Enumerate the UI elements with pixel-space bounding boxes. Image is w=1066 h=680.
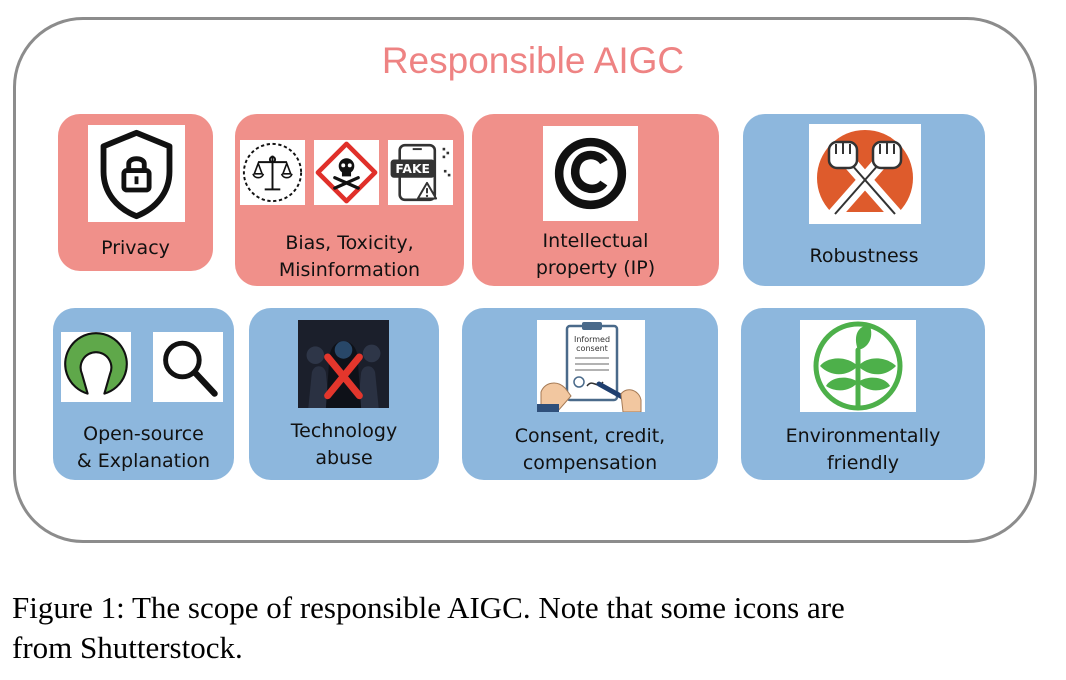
card-consent-credit-compensation: Informed consent Consent, credit, compen… [462,308,718,480]
hacker-abuse-icon [298,320,389,408]
fake-label: FAKE [395,162,430,176]
caption-line: from Shutterstock. [12,630,243,665]
card-bias-toxicity-misinformation: FAKE Bias, Toxicity, Misinformation [235,114,464,286]
card-privacy: Privacy [58,114,213,271]
card-label: Technology abuse [290,420,398,469]
diagram-title: Responsible AIGC [381,40,685,81]
card-label: Environmentally friendly [785,425,941,474]
consent-doc-text-1: Informed [574,335,610,344]
card-technology-abuse: Technology abuse [249,308,439,480]
justice-scale-icon [240,140,305,205]
crossed-fists-icon [809,124,921,224]
plant-sprout-icon [800,320,916,412]
copyright-icon [543,126,638,221]
card-label: Consent, credit, compensation [514,425,666,474]
open-source-icon [61,332,131,402]
fake-news-phone-icon: FAKE [388,140,453,205]
card-robustness: Robustness [743,114,985,286]
card-label: Intellectual property (IP) [535,230,656,279]
consent-doc-text-2: consent [576,344,608,353]
informed-consent-document-icon: Informed consent [537,320,645,412]
card-label: Bias, Toxicity, Misinformation [278,232,421,281]
card-environmentally-friendly: Environmentally friendly [741,308,985,480]
magnifier-icon [153,332,223,402]
toxic-hazard-icon [314,140,379,205]
card-intellectual-property: Intellectual property (IP) [472,114,719,286]
card-label: Robustness [809,245,919,267]
shield-lock-icon [88,125,185,222]
card-label: Open-source & Explanation [76,423,211,472]
card-open-source-explanation: Open-source & Explanation [53,308,234,480]
card-label: Privacy [101,237,170,259]
caption-line: Figure 1: The scope of responsible AIGC.… [12,590,845,625]
figure-caption: Figure 1: The scope of responsible AIGC.… [12,588,1057,668]
